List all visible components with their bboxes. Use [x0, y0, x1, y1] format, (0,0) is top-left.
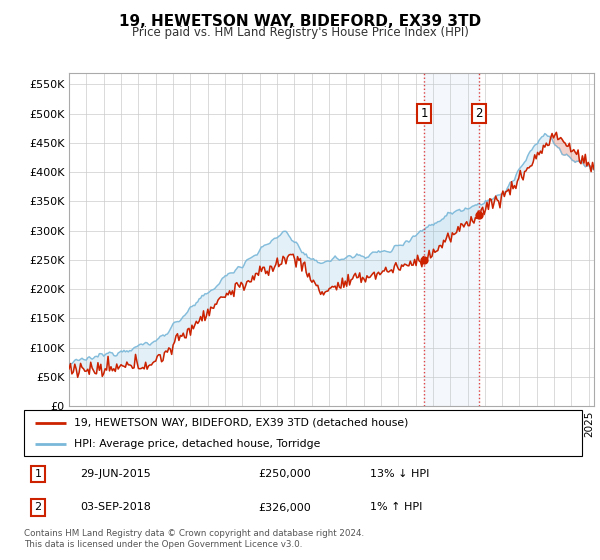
Text: 1% ↑ HPI: 1% ↑ HPI — [370, 502, 422, 512]
Text: £326,000: £326,000 — [259, 502, 311, 512]
Text: £250,000: £250,000 — [259, 469, 311, 479]
Text: 03-SEP-2018: 03-SEP-2018 — [80, 502, 151, 512]
Text: 19, HEWETSON WAY, BIDEFORD, EX39 3TD (detached house): 19, HEWETSON WAY, BIDEFORD, EX39 3TD (de… — [74, 418, 409, 428]
Text: 1: 1 — [34, 469, 41, 479]
Text: 29-JUN-2015: 29-JUN-2015 — [80, 469, 151, 479]
Text: Contains HM Land Registry data © Crown copyright and database right 2024.
This d: Contains HM Land Registry data © Crown c… — [24, 529, 364, 549]
Bar — [424, 73, 479, 406]
Text: 1: 1 — [420, 107, 428, 120]
Text: Price paid vs. HM Land Registry's House Price Index (HPI): Price paid vs. HM Land Registry's House … — [131, 26, 469, 39]
Text: 2: 2 — [475, 107, 483, 120]
Text: 13% ↓ HPI: 13% ↓ HPI — [370, 469, 430, 479]
Text: 19, HEWETSON WAY, BIDEFORD, EX39 3TD: 19, HEWETSON WAY, BIDEFORD, EX39 3TD — [119, 14, 481, 29]
Text: HPI: Average price, detached house, Torridge: HPI: Average price, detached house, Torr… — [74, 439, 320, 449]
Text: 2: 2 — [34, 502, 41, 512]
